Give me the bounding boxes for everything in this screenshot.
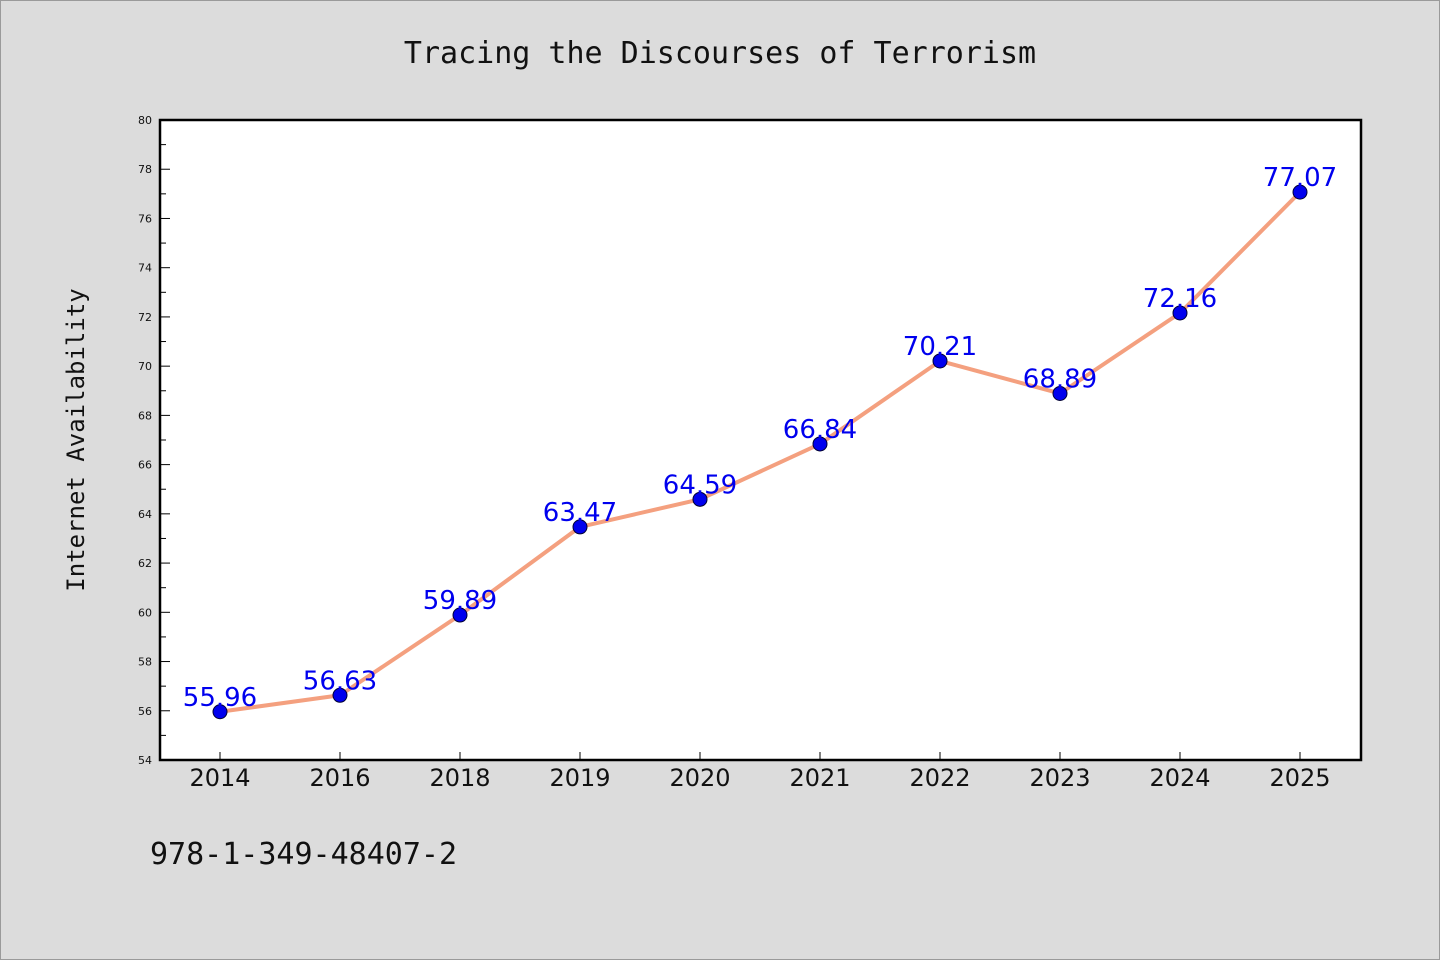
y-axis-label: Internet Availability — [62, 288, 90, 591]
series-line-group — [218, 190, 1302, 714]
data-point — [812, 436, 828, 452]
chart-title: Tracing the Discourses of Terrorism — [404, 36, 1036, 71]
y-tick-label: 72 — [138, 311, 152, 324]
data-point — [332, 687, 348, 703]
data-point — [452, 607, 468, 623]
x-tick-label: 2019 — [549, 764, 610, 792]
y-tick-label: 62 — [138, 557, 152, 570]
y-tick-label: 66 — [138, 459, 152, 472]
x-tick-label: 2023 — [1029, 764, 1090, 792]
y-axis-ticks: 54 56 58 60 62 64 66 68 70 72 74 76 78 80 — [138, 114, 170, 767]
y-tick-label: 74 — [138, 262, 152, 275]
y-tick-label: 60 — [138, 606, 152, 619]
data-label: 77.07 — [1263, 163, 1337, 193]
footer-isbn: 978-1-349-48407-2 — [150, 837, 457, 872]
data-point — [692, 491, 708, 507]
x-tick-label: 2020 — [669, 764, 730, 792]
data-label: 64.59 — [663, 470, 737, 500]
data-point — [1052, 385, 1068, 401]
data-label: 55.96 — [183, 683, 257, 713]
y-tick-label: 80 — [138, 114, 152, 127]
y-tick-label: 68 — [138, 409, 152, 422]
x-tick-label: 2022 — [909, 764, 970, 792]
data-point — [932, 353, 948, 369]
y-tick-label: 70 — [138, 360, 152, 373]
data-label: 56.63 — [303, 666, 377, 696]
series-line — [218, 190, 1302, 714]
data-label: 72.16 — [1143, 284, 1217, 314]
y-tick-label: 78 — [138, 163, 152, 176]
data-label: 63.47 — [543, 498, 617, 528]
data-label: 66.84 — [783, 415, 857, 445]
data-labels: 55.96 56.63 59.89 63.47 64.59 66.84 70.21 68.89… — [183, 163, 1337, 713]
y-tick-label: 56 — [138, 705, 152, 718]
x-tick-label: 2025 — [1269, 764, 1330, 792]
data-label: 59.89 — [423, 586, 497, 616]
data-label: 70.21 — [903, 332, 977, 362]
data-point — [1292, 184, 1308, 200]
y-tick-label: 76 — [138, 212, 152, 225]
x-tick-label: 2016 — [309, 764, 370, 792]
x-tick-label: 2024 — [1149, 764, 1210, 792]
data-label: 68.89 — [1023, 364, 1097, 394]
x-axis-ticks: 2014 2016 2018 2019 2020 2021 2022 2023 2024 2025 — [189, 752, 1331, 792]
data-point — [572, 519, 588, 535]
x-tick-label: 2014 — [189, 764, 250, 792]
x-tick-label: 2021 — [789, 764, 850, 792]
y-tick-label: 54 — [138, 754, 152, 767]
data-point — [212, 704, 228, 720]
y-tick-label: 64 — [138, 508, 152, 521]
x-tick-label: 2018 — [429, 764, 490, 792]
y-tick-label: 58 — [138, 656, 152, 669]
plot-border — [158, 118, 1363, 762]
plot-area — [160, 120, 1361, 760]
data-markers — [212, 184, 1308, 720]
data-point — [1172, 305, 1188, 321]
